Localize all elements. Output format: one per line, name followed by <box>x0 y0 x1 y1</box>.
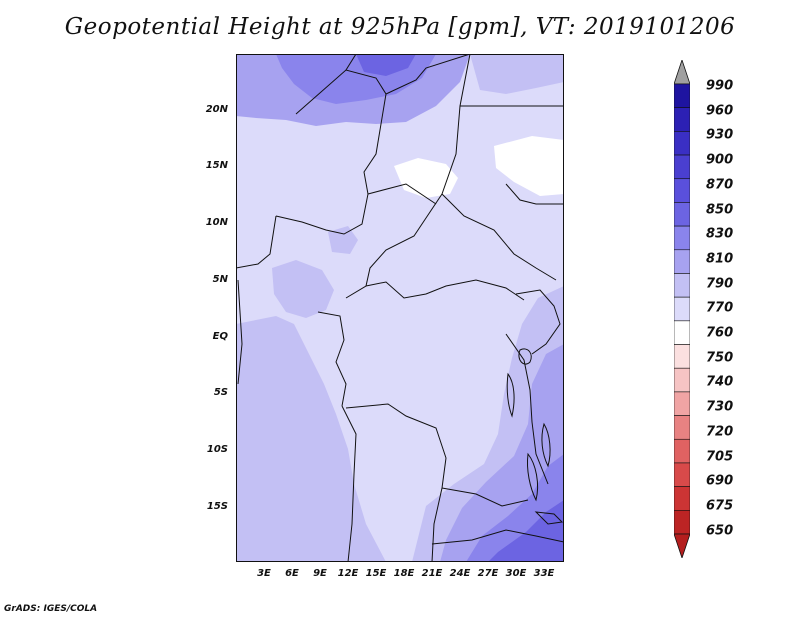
colorbar-label: 675 <box>706 498 734 514</box>
colorbar-bin <box>674 131 690 156</box>
colorbar-label: 730 <box>706 399 734 415</box>
colorbar-bin <box>674 107 690 132</box>
colorbar-bin <box>674 367 690 393</box>
y-tick-label: 5N <box>212 274 228 285</box>
y-tick-label: 15S <box>206 501 228 512</box>
colorbar-bin <box>674 438 690 464</box>
colorbar-label: 705 <box>706 449 734 464</box>
x-tick-label: 24E <box>449 568 471 579</box>
colorbar-bin <box>674 273 690 298</box>
x-tick-label: 9E <box>313 568 327 579</box>
x-tick-label: 21E <box>421 568 443 579</box>
field-zone-790-810-guinea <box>272 260 334 318</box>
colorbar-bin <box>674 486 690 511</box>
colorbar-label: 990 <box>706 78 734 94</box>
colorbar-label: 790 <box>706 276 734 292</box>
colorbar-label: 650 <box>706 523 734 539</box>
x-tick-label: 33E <box>533 568 555 579</box>
field-zone-790-810-ne <box>470 54 564 94</box>
colorbar-bin <box>674 391 690 416</box>
field-zone-850-870-se <box>488 500 564 562</box>
colorbar-label: 830 <box>706 226 734 242</box>
colorbar-label: 850 <box>706 202 734 217</box>
colorbar-label: 900 <box>706 152 734 168</box>
field-zone-850-870-north <box>356 54 416 76</box>
grads-credit: GrADS: IGES/COLA <box>4 604 98 614</box>
x-tick-label: 18E <box>393 568 415 579</box>
colorbar-bin <box>674 462 690 487</box>
y-tick-label: 10S <box>206 444 228 455</box>
map-canvas <box>236 54 564 562</box>
colorbar-label: 870 <box>706 177 734 193</box>
map-panel <box>236 54 564 562</box>
map-frame <box>236 54 564 562</box>
colorbar-under-arrow <box>674 533 690 558</box>
colorbar-label: 740 <box>706 374 734 390</box>
colorbar-bin <box>674 510 690 535</box>
y-tick-label: EQ <box>212 331 228 342</box>
colorbar-bin <box>674 202 690 227</box>
colorbar-over-arrow <box>674 60 690 85</box>
colorbar-label: 930 <box>706 127 734 143</box>
x-tick-label: 27E <box>477 568 499 579</box>
colorbar-bin <box>674 320 690 345</box>
colorbar-label: 690 <box>706 473 734 489</box>
x-tick-label: 3E <box>257 568 271 579</box>
colorbar-bin <box>674 415 690 440</box>
field-zone-790-810-west <box>236 316 386 562</box>
x-tick-label: 6E <box>285 568 299 579</box>
colorbar-label: 810 <box>706 251 734 267</box>
x-tick-label: 30E <box>505 568 527 579</box>
x-tick-label: 12E <box>337 568 359 579</box>
colorbar-label: 760 <box>706 325 734 341</box>
y-tick-label: 10N <box>205 217 228 228</box>
colorbar <box>674 60 690 558</box>
colorbar-bin <box>674 154 690 180</box>
colorbar-bin <box>674 83 690 108</box>
country-borders <box>236 54 564 562</box>
field-zone-770-chad <box>394 158 458 198</box>
field-zone-770-sudan <box>494 136 564 196</box>
colorbar-bin <box>674 178 690 203</box>
colorbar-label: 770 <box>706 300 734 316</box>
field-zone-790-810-cameroon <box>328 226 358 254</box>
x-tick-label: 15E <box>365 568 387 579</box>
colorbar-label: 750 <box>706 350 734 366</box>
colorbar-bin <box>674 225 690 251</box>
colorbar-label: 720 <box>706 424 734 440</box>
colorbar-bin <box>674 344 690 369</box>
colorbar-bin <box>674 249 690 274</box>
lakes <box>506 348 564 525</box>
y-tick-label: 5S <box>213 387 228 398</box>
colorbar-bin <box>674 296 690 322</box>
chart-title: Geopotential Height at 925hPa [gpm], VT:… <box>64 14 736 40</box>
colorbar-label: 960 <box>706 103 734 119</box>
y-tick-label: 15N <box>205 160 228 171</box>
y-tick-label: 20N <box>205 104 228 115</box>
